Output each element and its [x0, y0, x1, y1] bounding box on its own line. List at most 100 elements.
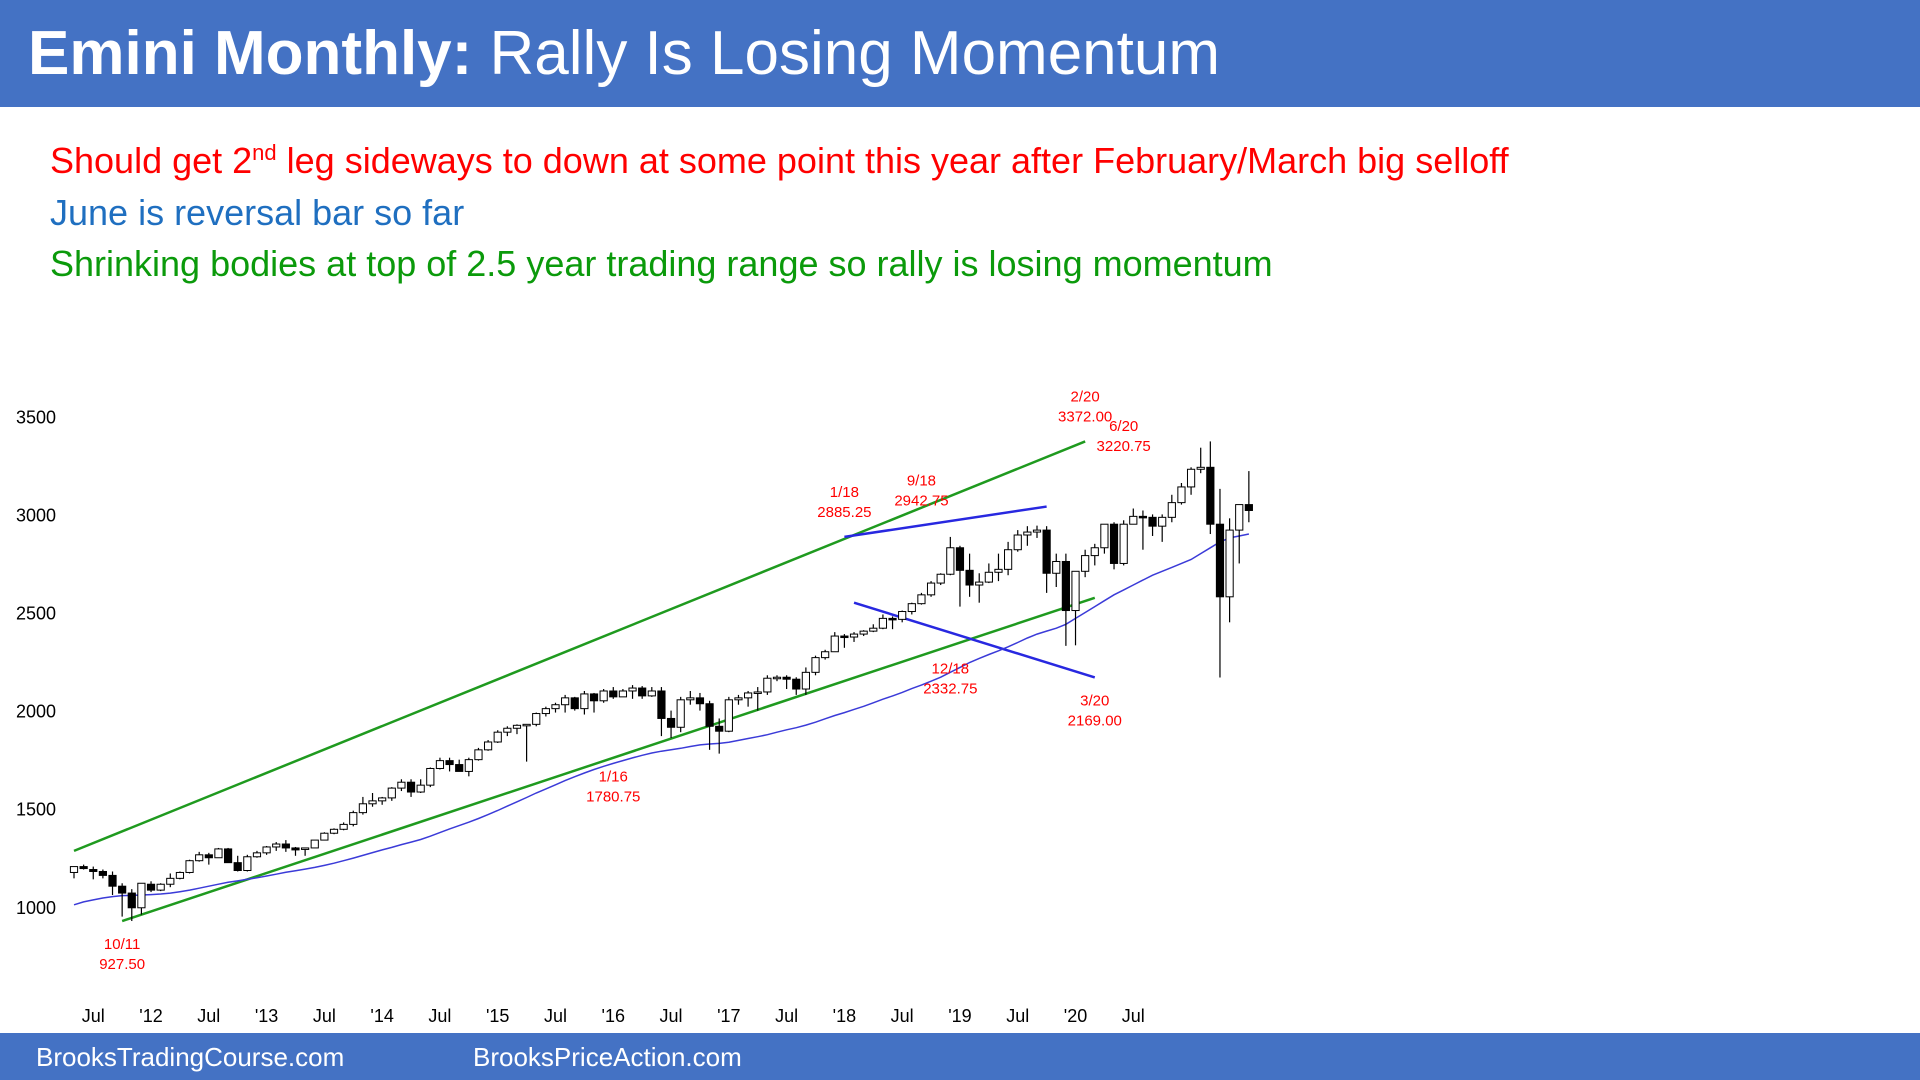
annotation-price: 927.50 [99, 956, 145, 973]
y-tick-label: 1000 [16, 898, 56, 918]
x-tick-label: Jul [1122, 1006, 1145, 1026]
candle-body [666, 717, 676, 728]
candle-body [1177, 486, 1186, 504]
candle-body [464, 759, 473, 772]
annotation-date: 10/11 [104, 936, 140, 953]
candle-body [541, 708, 550, 715]
candle-body [628, 687, 637, 692]
y-tick-label: 3500 [16, 407, 56, 427]
annotation-price: 2169.00 [1068, 712, 1122, 729]
candle-body [782, 676, 791, 680]
candle-body [695, 697, 705, 705]
candle-body [1052, 560, 1061, 574]
title-rest: Rally Is Losing Momentum [472, 19, 1221, 88]
candle-body [907, 603, 916, 613]
candle-body [1023, 531, 1032, 536]
x-tick-label: Jul [428, 1006, 451, 1026]
candle-body [512, 724, 522, 729]
candle-body [1100, 523, 1109, 549]
candle-body [483, 741, 493, 751]
note-green: Shrinking bodies at top of 2.5 year trad… [50, 243, 1273, 284]
candle-body [859, 630, 868, 635]
candle-body [310, 839, 319, 849]
title-bold: Emini Monthly: [28, 19, 473, 88]
candle-body [609, 690, 618, 698]
candle-body [397, 781, 406, 789]
note-red: Should get 2nd leg sideways to down at s… [50, 140, 1509, 182]
candle-body [753, 691, 762, 694]
candle-body [532, 713, 541, 725]
x-tick-label: Jul [197, 1006, 220, 1026]
candle-body [175, 871, 185, 879]
candle-body [965, 569, 974, 586]
x-tick-label: '19 [948, 1006, 971, 1026]
candle-body [1013, 534, 1022, 551]
candle-body [204, 854, 213, 859]
candle-body [1186, 468, 1196, 488]
x-tick-label: '16 [602, 1006, 625, 1026]
candle-body [840, 635, 849, 639]
annotation-price: 3372.00 [1058, 408, 1112, 425]
lower-channel-line [121, 596, 1096, 923]
candle-body [686, 697, 695, 701]
x-tick-label: Jul [891, 1006, 914, 1026]
x-tick-label: '17 [717, 1006, 740, 1026]
candle-body [1148, 516, 1157, 527]
candle-body [869, 627, 878, 632]
candle-body [917, 594, 926, 605]
note-red-part2: leg sideways to down at some point this … [276, 140, 1509, 181]
candle-body [435, 760, 445, 769]
x-tick-label: '20 [1064, 1006, 1087, 1026]
candle-body [522, 723, 531, 727]
x-tick-label: '15 [486, 1006, 509, 1026]
candle-body [79, 866, 88, 870]
candle-body [734, 697, 743, 701]
triangle-lower-line [853, 601, 1096, 679]
candle-body [1215, 523, 1225, 598]
note-blue: June is reversal bar so far [50, 192, 465, 233]
y-tick-label: 1500 [16, 800, 56, 820]
triangle-upper-line [844, 505, 1047, 539]
footer-site-right: BrooksPriceAction.com [473, 1042, 742, 1072]
candle-body [223, 848, 233, 864]
note-red-part1: Should get 2 [50, 140, 253, 181]
candle-body [715, 725, 724, 732]
candle-body [118, 885, 127, 894]
candle-body [599, 690, 608, 702]
candle-body [1071, 570, 1080, 612]
annotation-date: 12/18 [932, 660, 970, 677]
annotation-price: 2942.75 [894, 493, 948, 510]
candle-body [426, 767, 435, 786]
x-tick-label: Jul [82, 1006, 105, 1026]
footer-bar: BrooksTradingCourse.com BrooksPriceActio… [0, 1033, 1920, 1080]
candle-body [262, 846, 271, 854]
footer-site-left: BrooksTradingCourse.com [36, 1042, 345, 1072]
candle-body [1109, 523, 1119, 564]
candle-body [898, 611, 907, 620]
x-tick-label: Jul [660, 1006, 683, 1026]
moving-average-line [73, 533, 1250, 906]
candle-body [1032, 529, 1042, 533]
annotation-price: 1780.75 [586, 789, 640, 806]
title-bar: Emini Monthly: Rally Is Losing Momentum [0, 0, 1920, 107]
candle-body [493, 731, 502, 743]
candle-body [137, 882, 146, 909]
note-red-sup: nd [252, 140, 277, 165]
candle-body [166, 877, 175, 885]
candle-body [638, 687, 647, 697]
candle-body [69, 866, 79, 873]
candle-body [878, 617, 888, 629]
candle-body [946, 547, 955, 575]
annotation-date: 1/16 [599, 769, 628, 786]
candle-body [108, 874, 117, 887]
candle-body [214, 848, 223, 859]
candle-body [474, 749, 483, 761]
candle-body [580, 693, 589, 710]
candle-body [1235, 504, 1244, 531]
candle-body [416, 784, 425, 793]
y-tick-label: 2500 [16, 604, 56, 624]
candle-body [455, 764, 464, 772]
annotation-date: 1/18 [830, 484, 859, 501]
candle-body [445, 760, 454, 766]
